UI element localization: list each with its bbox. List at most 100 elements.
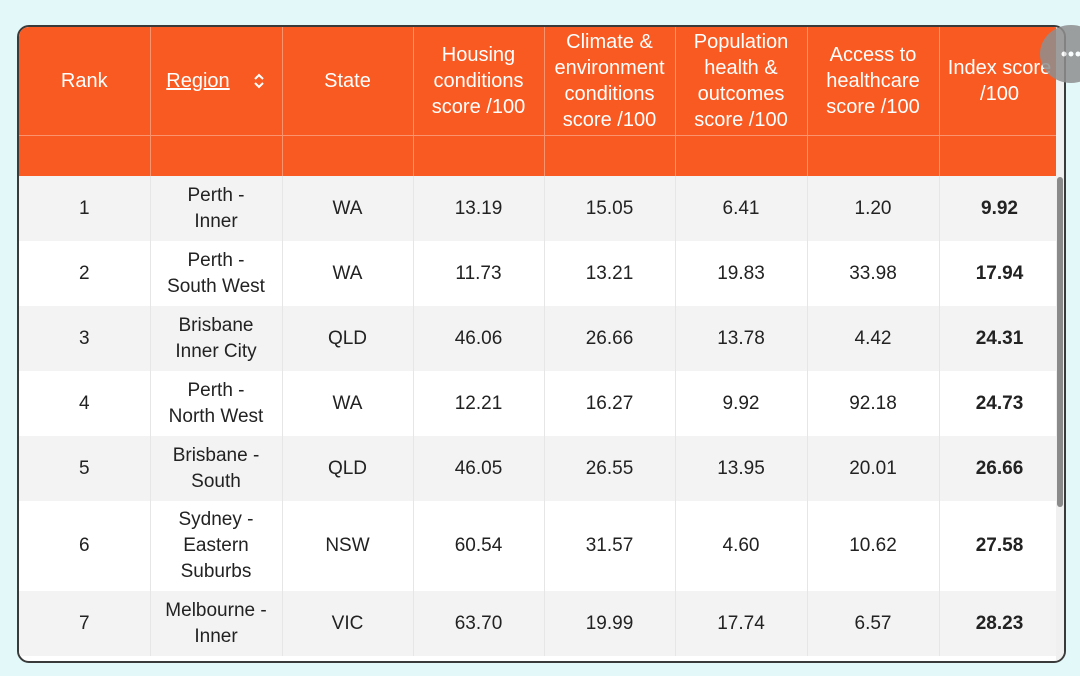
column-header: Climate & environment conditions score /… <box>544 27 676 176</box>
cell-text: 26.55 <box>585 457 634 479</box>
cell-text: Perth - South West <box>167 249 265 297</box>
scrollbar[interactable] <box>1056 27 1064 661</box>
cell-text: QLD <box>327 327 368 349</box>
header-text: Rank <box>60 70 108 92</box>
cell-text: 28.23 <box>975 612 1024 634</box>
header-text: Housing conditions score /100 <box>431 44 526 118</box>
table-cell: QLD <box>282 306 414 371</box>
table-cell: 24.31 <box>939 306 1061 371</box>
table-cell: 4 <box>19 371 151 436</box>
column-header: Housing conditions score /100 <box>413 27 545 176</box>
table-cell: 27.58 <box>939 501 1061 591</box>
cell-text: 3 <box>78 327 90 349</box>
table-cell: 24.73 <box>939 371 1061 436</box>
header-cell: Population health & outcomes score /100 <box>675 27 807 136</box>
table-cell: 2 <box>19 241 151 306</box>
cell-text: 12.21 <box>454 392 503 414</box>
table-cell: QLD <box>282 436 414 501</box>
cell-text: 92.18 <box>849 392 897 414</box>
header-row: Rank Region State Housing conditions score … <box>19 27 1061 176</box>
cell-text: 15.05 <box>585 197 634 219</box>
cell-text: QLD <box>327 457 368 479</box>
table-row: 1 Perth - Inner WA 13.19 15.05 6.41 1.20 9.92 <box>19 176 1061 241</box>
table-cell: WA <box>282 371 414 436</box>
header-text: Population health & outcomes score /100 <box>693 31 789 131</box>
cell-text: 1 <box>78 197 90 219</box>
table-row: 5 Brisbane - South QLD 46.05 26.55 13.95 20.01… <box>19 436 1061 501</box>
table-cell: 9.92 <box>939 176 1061 241</box>
table-cell: Perth - South West <box>150 241 283 306</box>
cell-text: 6.57 <box>854 612 892 634</box>
table-cell: 15.05 <box>544 176 676 241</box>
table-cell: 7 <box>19 591 151 656</box>
table-cell: 26.66 <box>939 436 1061 501</box>
table-cell: 4.60 <box>675 501 808 591</box>
table-cell: 17.94 <box>939 241 1061 306</box>
cell-text: 63.70 <box>454 612 503 634</box>
cell-text: Perth - North West <box>168 379 264 427</box>
table-cell: 1.20 <box>807 176 940 241</box>
sort-icon[interactable] <box>252 73 266 89</box>
cell-text: 27.58 <box>975 535 1024 556</box>
column-header[interactable]: Region <box>150 27 283 176</box>
table-cell: 13.95 <box>675 436 808 501</box>
cell-text: Perth - Inner <box>187 184 245 232</box>
table-row: 6 Sydney - Eastern Suburbs NSW 60.54 31.57 4.… <box>19 501 1061 591</box>
more-icon <box>1061 51 1080 57</box>
table-row: 2 Perth - South West WA 11.73 13.21 19.83 33.9… <box>19 241 1061 306</box>
cell-text: 19.99 <box>585 612 634 634</box>
cell-text: 31.57 <box>585 535 634 556</box>
more-button[interactable] <box>1040 25 1080 83</box>
cell-text: 4 <box>78 392 90 414</box>
cell-text: 11.73 <box>455 262 502 284</box>
column-header: State <box>282 27 414 176</box>
cell-text: 1.20 <box>854 197 892 219</box>
table-card: Rank Region State Housing conditions score … <box>17 25 1066 663</box>
cell-text: 4.60 <box>722 535 760 556</box>
header-cell: Index score /100 <box>939 27 1060 136</box>
cell-text: 13.21 <box>585 262 634 284</box>
table-row: 4 Perth - North West WA 12.21 16.27 9.92 92.18… <box>19 371 1061 436</box>
cell-text: 9.92 <box>981 197 1018 219</box>
table-cell: WA <box>282 241 414 306</box>
cell-text: 13.95 <box>717 457 765 479</box>
cell-text: 9.92 <box>722 392 760 414</box>
cell-text: 60.54 <box>454 535 503 556</box>
cell-text: 19.83 <box>717 262 765 284</box>
table-cell: 1 <box>19 176 151 241</box>
header-text: Index score /100 <box>947 57 1052 105</box>
table-cell: 9.92 <box>675 371 808 436</box>
header-cell: Rank <box>19 27 150 136</box>
table-cell: 13.21 <box>544 241 676 306</box>
cell-text: 16.27 <box>585 392 634 414</box>
table-cell: 63.70 <box>413 591 545 656</box>
cell-text: WA <box>332 262 363 284</box>
table-cell: 46.05 <box>413 436 545 501</box>
cell-text: Sydney - Eastern Suburbs <box>178 509 254 582</box>
header-cell: Housing conditions score /100 <box>413 27 544 136</box>
cell-text: NSW <box>325 535 370 556</box>
column-header: Population health & outcomes score /100 <box>675 27 808 176</box>
cell-text: 26.66 <box>975 457 1024 479</box>
cell-text: VIC <box>331 612 364 634</box>
table-cell: 5 <box>19 436 151 501</box>
scroll-thumb[interactable] <box>1057 177 1063 507</box>
table-cell: 12.21 <box>413 371 545 436</box>
header-text: Access to healthcare score /100 <box>826 44 920 118</box>
cell-text: 4.42 <box>854 327 892 349</box>
cell-text: 46.05 <box>454 457 503 479</box>
table-cell: 6.41 <box>675 176 808 241</box>
table-cell: 60.54 <box>413 501 545 591</box>
header-text[interactable]: Region <box>166 70 230 92</box>
cell-text: 13.78 <box>717 327 765 349</box>
header-text: Climate & environment conditions score /… <box>554 31 665 131</box>
table-cell: 13.78 <box>675 306 808 371</box>
cell-text: 33.98 <box>849 262 897 284</box>
cell-text: 24.31 <box>975 327 1024 349</box>
cell-text: 6.41 <box>722 197 760 219</box>
cell-text: Brisbane - South <box>172 444 260 492</box>
table-cell: WA <box>282 176 414 241</box>
header-cell: Region <box>150 27 282 136</box>
